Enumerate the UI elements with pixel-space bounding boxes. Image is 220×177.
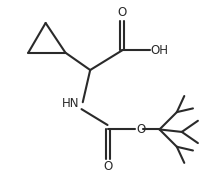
Text: OH: OH <box>151 44 169 57</box>
Text: O: O <box>103 160 112 173</box>
Text: O: O <box>118 6 127 19</box>
Text: O: O <box>136 123 145 136</box>
Text: HN: HN <box>62 97 79 110</box>
